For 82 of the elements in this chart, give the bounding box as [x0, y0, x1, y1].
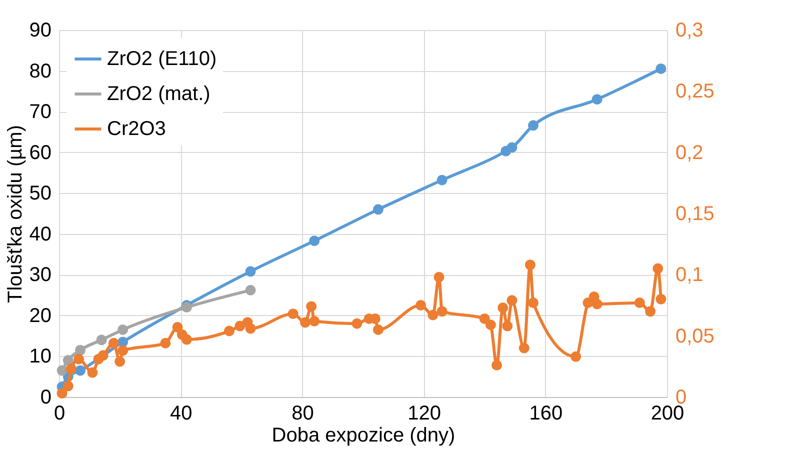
y-tick-label: 30 — [29, 264, 52, 286]
legend-label: ZrO2 (mat.) — [107, 83, 210, 105]
point — [570, 351, 582, 362]
point — [502, 320, 513, 332]
y2-tick-label: 0,25 — [676, 80, 714, 103]
point — [309, 236, 320, 246]
point — [56, 365, 68, 376]
point — [506, 295, 518, 306]
y-tick-label: 0 — [40, 386, 52, 408]
point — [306, 301, 317, 312]
point — [416, 300, 426, 310]
point — [485, 320, 496, 330]
point — [245, 284, 256, 296]
point — [434, 272, 444, 282]
x-axis-title: Doba expozice (dny) — [272, 424, 456, 446]
x-tick-label: 120 — [408, 402, 441, 424]
point — [114, 356, 126, 367]
point — [75, 344, 86, 356]
point — [492, 360, 502, 370]
point — [592, 298, 602, 310]
y2-tick-label: 0,2 — [676, 142, 704, 164]
point — [436, 306, 448, 317]
x-tick-label: 0 — [54, 402, 66, 424]
point — [352, 318, 362, 329]
point — [656, 294, 666, 304]
point — [62, 355, 74, 366]
point — [118, 345, 128, 356]
y-tick-label: 10 — [29, 346, 52, 368]
y-tick-label: 80 — [29, 60, 52, 82]
point — [245, 266, 256, 277]
point — [224, 326, 234, 336]
point — [300, 317, 310, 328]
point — [56, 388, 68, 399]
y-tick-label: 90 — [29, 20, 52, 42]
point — [479, 313, 490, 324]
point — [372, 324, 384, 335]
x-tick-label: 160 — [529, 402, 563, 424]
point — [528, 298, 538, 308]
x-tick-label: 40 — [170, 402, 192, 424]
point — [498, 302, 508, 313]
point — [645, 306, 656, 317]
point — [74, 354, 84, 364]
point — [108, 338, 119, 348]
y2-tick-label: 0,15 — [676, 203, 714, 225]
y2-tick-label: 0,05 — [676, 325, 714, 348]
point — [592, 94, 602, 105]
y-tick-label: 40 — [29, 223, 52, 246]
point — [506, 142, 518, 153]
point — [656, 64, 666, 74]
y-tick-label: 50 — [29, 182, 52, 205]
point — [245, 323, 256, 334]
y-tick-label: 20 — [29, 304, 52, 327]
y2-tick-label: 0,1 — [676, 264, 704, 286]
point — [372, 204, 384, 215]
point — [181, 334, 192, 345]
legend-label: ZrO2 (E110) — [107, 48, 217, 70]
point — [118, 324, 128, 335]
y-tick-label: 60 — [29, 142, 52, 164]
point — [66, 364, 76, 374]
point — [98, 350, 108, 361]
point — [96, 334, 107, 346]
point — [75, 365, 86, 376]
point — [181, 302, 192, 313]
point — [62, 380, 74, 392]
point — [172, 322, 183, 333]
x-tick-label: 80 — [292, 402, 314, 424]
point — [428, 310, 438, 320]
point — [652, 263, 664, 274]
point — [524, 260, 536, 270]
point — [436, 174, 448, 186]
legend-label: Cr2O3 — [107, 118, 166, 140]
y-tick-label: 70 — [29, 101, 52, 124]
point — [528, 120, 538, 131]
y-axis-title: Tloušťka oxidu (µm) — [4, 125, 26, 303]
point — [634, 298, 645, 308]
y2-tick-label: 0,3 — [676, 20, 704, 42]
point — [288, 308, 298, 320]
point — [160, 338, 171, 348]
point — [309, 316, 320, 326]
point — [87, 367, 98, 378]
point — [234, 320, 246, 332]
point — [518, 342, 530, 354]
